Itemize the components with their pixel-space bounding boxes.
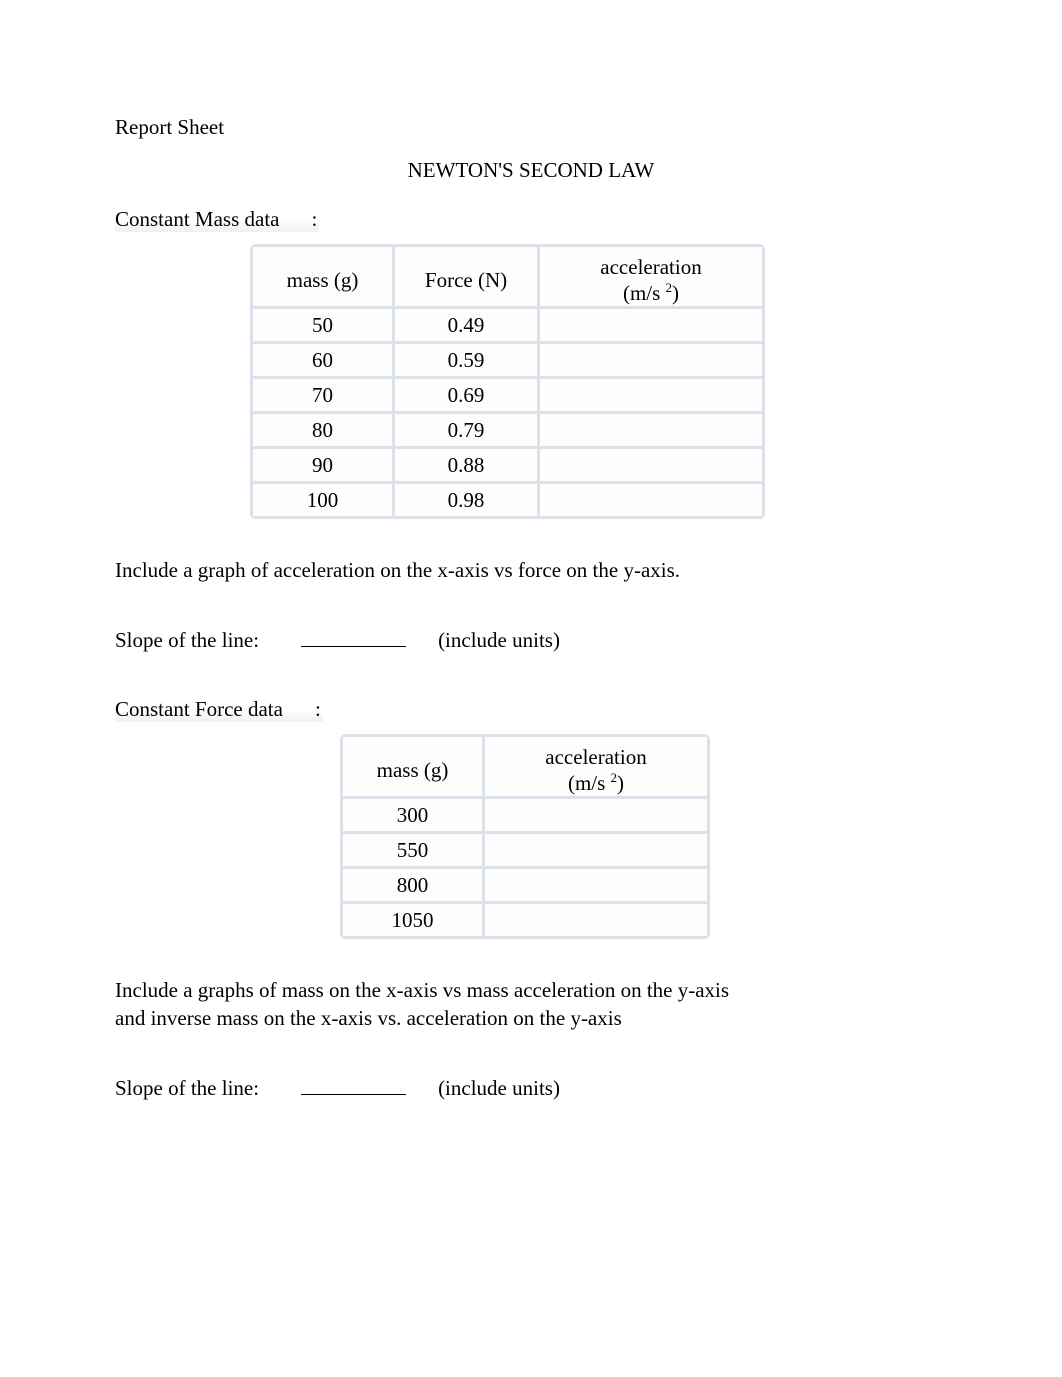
cell-mass: 550 [340, 834, 485, 869]
slope-label: Slope of the line: [115, 1076, 259, 1100]
cell-mass: 50 [250, 309, 395, 344]
cell-accel [540, 484, 765, 519]
accel-label-line1: acceleration [540, 255, 762, 280]
graph-instruction-2: Include a graphs of mass on the x-axis v… [115, 977, 947, 1032]
col-mass-header: mass (g) [250, 244, 395, 309]
cell-mass: 60 [250, 344, 395, 379]
slope-units: (include units) [438, 1076, 560, 1100]
cell-accel [485, 904, 710, 939]
cell-accel [540, 414, 765, 449]
cell-mass: 70 [250, 379, 395, 414]
table-row: 800 [340, 869, 710, 904]
table-row: 1050 [340, 904, 710, 939]
section1-colon: : [311, 207, 317, 232]
table-header-row: mass (g) Force (N) acceleration (m/s 2) [250, 244, 765, 309]
section1-label-text: Constant Mass data [115, 207, 279, 231]
slope-line-2: Slope of the line: (include units) [115, 1076, 947, 1101]
slope-line-1: Slope of the line: (include units) [115, 628, 947, 653]
cell-accel [485, 834, 710, 869]
slope-blank [301, 1094, 406, 1095]
table2-container: mass (g) acceleration (m/s 2) 300 550 80… [340, 734, 947, 939]
table-row: 800.79 [250, 414, 765, 449]
cell-accel [540, 309, 765, 344]
cell-accel [485, 869, 710, 904]
section1-label: Constant Mass data: [115, 207, 319, 232]
table-row: 1000.98 [250, 484, 765, 519]
cell-force: 0.88 [395, 449, 540, 484]
cell-force: 0.69 [395, 379, 540, 414]
constant-mass-table: mass (g) Force (N) acceleration (m/s 2) … [250, 244, 765, 519]
cell-force: 0.49 [395, 309, 540, 344]
page-title: NEWTON'S SECOND LAW [115, 158, 947, 183]
cell-mass: 300 [340, 799, 485, 834]
col-mass-header: mass (g) [340, 734, 485, 799]
accel-label-line2: (m/s 2) [540, 280, 762, 306]
section2-colon: : [315, 697, 321, 722]
cell-mass: 90 [250, 449, 395, 484]
cell-accel [540, 379, 765, 414]
constant-force-table: mass (g) acceleration (m/s 2) 300 550 80… [340, 734, 710, 939]
table-header-row: mass (g) acceleration (m/s 2) [340, 734, 710, 799]
graph-instruction-2-line2: and inverse mass on the x-axis vs. accel… [115, 1006, 622, 1030]
cell-force: 0.79 [395, 414, 540, 449]
cell-mass: 100 [250, 484, 395, 519]
table-row: 900.88 [250, 449, 765, 484]
cell-accel [540, 449, 765, 484]
col-accel-header: acceleration (m/s 2) [485, 734, 710, 799]
col-force-header: Force (N) [395, 244, 540, 309]
cell-mass: 80 [250, 414, 395, 449]
accel-label-line1: acceleration [485, 745, 707, 770]
cell-force: 0.98 [395, 484, 540, 519]
graph-instruction-1: Include a graph of acceleration on the x… [115, 557, 947, 584]
table-row: 500.49 [250, 309, 765, 344]
table1-container: mass (g) Force (N) acceleration (m/s 2) … [250, 244, 947, 519]
report-sheet-heading: Report Sheet [115, 115, 947, 140]
section2-label: Constant Force data: [115, 697, 323, 722]
cell-force: 0.59 [395, 344, 540, 379]
table-row: 300 [340, 799, 710, 834]
slope-label: Slope of the line: [115, 628, 259, 652]
table-row: 550 [340, 834, 710, 869]
table-row: 600.59 [250, 344, 765, 379]
table-row: 700.69 [250, 379, 765, 414]
accel-label-line2: (m/s 2) [485, 770, 707, 796]
slope-blank [301, 646, 406, 647]
cell-mass: 800 [340, 869, 485, 904]
cell-accel [540, 344, 765, 379]
section2-label-text: Constant Force data [115, 697, 283, 721]
col-accel-header: acceleration (m/s 2) [540, 244, 765, 309]
cell-mass: 1050 [340, 904, 485, 939]
cell-accel [485, 799, 710, 834]
slope-units: (include units) [438, 628, 560, 652]
graph-instruction-2-line1: Include a graphs of mass on the x-axis v… [115, 978, 729, 1002]
